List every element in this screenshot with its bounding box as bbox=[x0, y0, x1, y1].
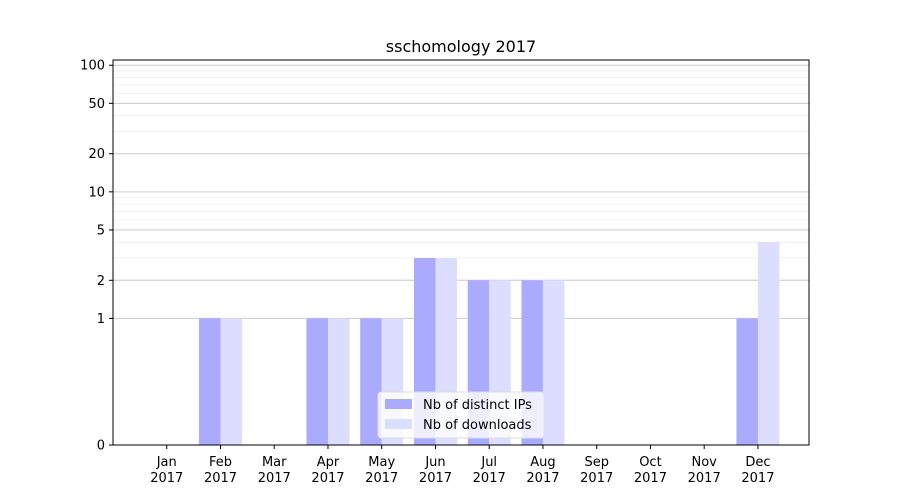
y-tick-label: 1 bbox=[97, 312, 105, 327]
y-tick-label: 50 bbox=[88, 97, 105, 112]
x-tick-label: Jan bbox=[156, 455, 177, 470]
x-tick-label: Feb bbox=[209, 455, 232, 470]
legend-box bbox=[377, 391, 545, 439]
grid-lines bbox=[113, 64, 809, 446]
x-tick-label: Oct bbox=[639, 455, 661, 470]
y-tick-label: 0 bbox=[97, 439, 105, 454]
y-tick-label: 2 bbox=[97, 274, 105, 289]
x-tick-label: Jul bbox=[480, 455, 497, 470]
x-tick-label: Jun bbox=[424, 455, 445, 470]
y-tick-label: 5 bbox=[97, 223, 105, 238]
x-tick-label: Mar bbox=[262, 455, 287, 470]
x-tick-label: 2017 bbox=[365, 471, 398, 486]
chart-title: sschomology 2017 bbox=[386, 37, 536, 56]
legend-label: Nb of distinct IPs bbox=[423, 398, 532, 413]
bar-distinct-ips bbox=[306, 318, 328, 445]
bar-downloads bbox=[220, 318, 242, 445]
x-tick-label: 2017 bbox=[258, 471, 291, 486]
plot-frame bbox=[112, 59, 810, 446]
x-tick-label: Apr bbox=[317, 455, 340, 470]
y-tick-label: 100 bbox=[80, 59, 105, 74]
bar-distinct-ips bbox=[736, 318, 758, 445]
x-tick-label: 2017 bbox=[419, 471, 452, 486]
bar-downloads bbox=[757, 242, 780, 445]
x-tick-label: 2017 bbox=[473, 471, 506, 486]
legend-swatch bbox=[385, 419, 412, 429]
legend-label: Nb of downloads bbox=[423, 418, 532, 433]
x-tick-label: 2017 bbox=[204, 471, 237, 486]
bar-distinct-ips bbox=[360, 318, 382, 445]
x-tick-label: 2017 bbox=[634, 471, 667, 486]
x-tick-label: 2017 bbox=[688, 471, 721, 486]
x-tick-label: Sep bbox=[584, 455, 609, 470]
y-tick-label: 20 bbox=[88, 147, 105, 162]
bar-downloads bbox=[327, 318, 350, 445]
bar-downloads bbox=[542, 280, 565, 445]
bar-distinct-ips bbox=[198, 318, 221, 445]
x-tick-label: 2017 bbox=[580, 471, 613, 486]
x-tick-label: 2017 bbox=[150, 471, 183, 486]
x-tick-label: 2017 bbox=[311, 471, 344, 486]
legend-swatch bbox=[385, 399, 412, 409]
y-tick-label: 10 bbox=[88, 185, 105, 200]
x-tick-label: 2017 bbox=[526, 471, 559, 486]
legend: Nb of distinct IPs Nb of downloads bbox=[377, 391, 545, 439]
x-tick-label: Aug bbox=[530, 455, 555, 470]
axes: 0125102050100Jan2017Feb2017Mar2017Apr201… bbox=[80, 59, 810, 486]
x-tick-label: 2017 bbox=[741, 471, 774, 486]
x-tick-label: Nov bbox=[692, 455, 718, 470]
x-tick-label: May bbox=[368, 455, 395, 470]
x-tick-label: Dec bbox=[745, 455, 770, 470]
